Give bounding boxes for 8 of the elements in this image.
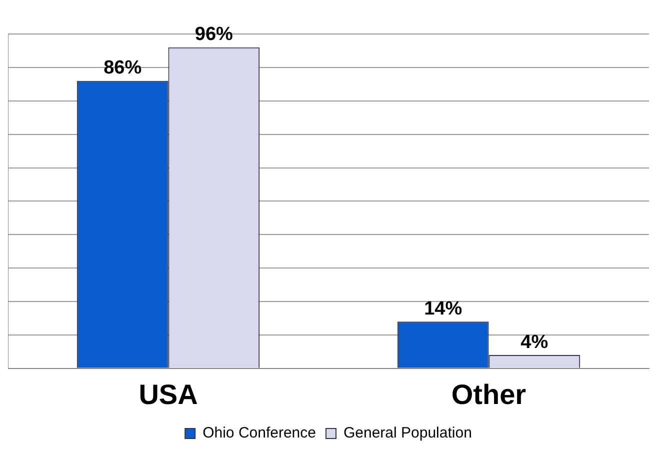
- data-label: 96%: [194, 24, 234, 46]
- x-tick-label: USA: [138, 378, 198, 410]
- x-tick-label: Other: [451, 378, 526, 410]
- legend-label: General Population: [343, 424, 472, 442]
- data-label: 86%: [104, 58, 142, 79]
- data-label: 4%: [520, 332, 548, 353]
- data-label: 14%: [424, 298, 462, 320]
- legend-label: Ohio Conference: [202, 424, 316, 442]
